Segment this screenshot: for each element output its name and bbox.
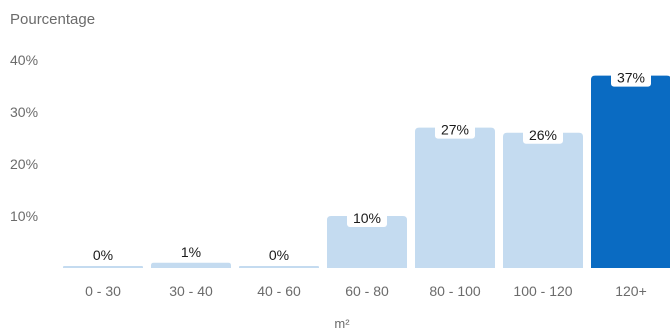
bar-0-30 bbox=[63, 266, 143, 268]
data-label-badge bbox=[347, 209, 387, 227]
data-label-badge bbox=[259, 246, 299, 264]
y-axis-title: Pourcentage bbox=[10, 11, 95, 28]
data-label-badge bbox=[523, 125, 563, 144]
x-tick-label: 120+ bbox=[615, 283, 647, 299]
x-tick-label: 0 - 30 bbox=[85, 283, 121, 299]
x-tick-label: 100 - 120 bbox=[513, 283, 572, 299]
data-label: 0% bbox=[93, 247, 113, 263]
bar-30-40 bbox=[151, 262, 231, 268]
y-tick-label: 40% bbox=[10, 52, 38, 68]
x-axis-title: m² bbox=[334, 316, 350, 331]
bar-100-120 bbox=[503, 132, 583, 268]
x-tick-label: 30 - 40 bbox=[169, 283, 213, 299]
data-label: 37% bbox=[617, 70, 645, 86]
data-label: 10% bbox=[353, 210, 381, 226]
data-label-badge bbox=[611, 68, 651, 87]
data-label-badge bbox=[83, 246, 123, 264]
data-label: 1% bbox=[181, 244, 201, 260]
y-tick-label: 10% bbox=[10, 208, 38, 224]
y-tick-label: 30% bbox=[10, 104, 38, 120]
data-label: 27% bbox=[441, 122, 469, 138]
data-label: 26% bbox=[529, 127, 557, 143]
bar-80-100 bbox=[415, 127, 495, 268]
bar-60-80 bbox=[327, 216, 407, 268]
bar-120plus bbox=[591, 75, 670, 268]
data-label-badge bbox=[435, 120, 475, 139]
x-tick-label: 40 - 60 bbox=[257, 283, 301, 299]
x-tick-label: 80 - 100 bbox=[429, 283, 481, 299]
bar-40-60 bbox=[239, 266, 319, 268]
data-label-badge bbox=[171, 242, 211, 261]
y-tick-label: 20% bbox=[10, 156, 38, 172]
data-label: 0% bbox=[269, 247, 289, 263]
x-tick-label: 60 - 80 bbox=[345, 283, 389, 299]
